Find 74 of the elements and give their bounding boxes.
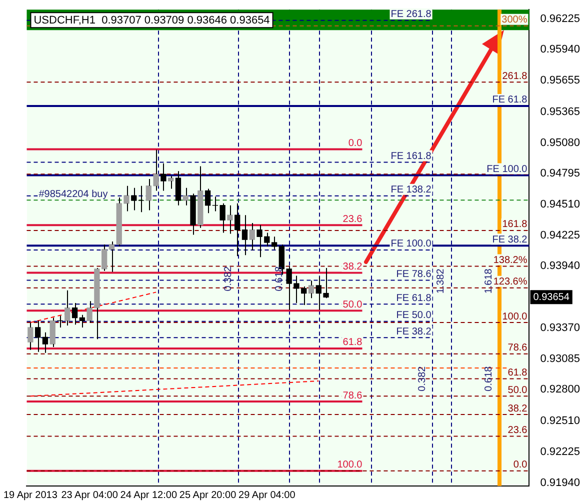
annotation: 161.8 <box>502 219 528 230</box>
annotation: 100.0 <box>502 311 528 322</box>
annotation: 0.618 <box>274 266 285 292</box>
y-tick-label: 0.94510 <box>540 198 580 211</box>
annotation: 123.6% <box>493 276 528 288</box>
candlestick <box>160 162 166 192</box>
ref-line-label: FE 38.2 <box>492 234 528 246</box>
annotation: 138.2% <box>493 254 528 266</box>
candlestick <box>72 302 78 326</box>
annotation: 100.0 <box>337 460 363 471</box>
candlestick <box>308 280 314 299</box>
y-tick-label: 0.95655 <box>540 74 580 87</box>
annotation: 1.618 <box>484 268 495 294</box>
annotation: 0.382 <box>417 366 428 392</box>
candlestick <box>108 241 115 272</box>
annotation: 0.382 <box>222 266 234 292</box>
x-tick-label: 25 Apr 20:00 <box>179 490 237 501</box>
y-tick-label: 0.96225 <box>540 12 580 25</box>
y-tick-label: 0.94225 <box>540 229 580 242</box>
y-tick-label: 0.95080 <box>540 136 580 149</box>
annotation: 61.8 <box>342 337 363 348</box>
x-tick-label: 19 Apr 2013 <box>3 490 58 501</box>
x-tick-label: 29 Apr 04:00 <box>238 490 296 501</box>
y-tick-label: 0.93940 <box>540 260 580 272</box>
annotation: 261.8 <box>502 70 528 82</box>
candlestick <box>79 314 85 328</box>
candlestick <box>42 332 48 354</box>
annotation: 78.6 <box>508 342 528 354</box>
candlestick <box>175 170 182 206</box>
annotation: 78.6 <box>342 390 363 402</box>
y-tick-label: 0.92225 <box>540 446 580 458</box>
ref-line-label: FE 38.2 <box>396 326 432 338</box>
candlestick <box>204 188 211 214</box>
y-tick-label: 0.93085 <box>540 352 580 365</box>
text: 0.93654 <box>533 292 570 303</box>
annotation: 50.0 <box>508 384 528 396</box>
ref-line-label: FE 161.8 <box>390 151 432 162</box>
candlestick <box>131 187 137 211</box>
ref-line-label: #98542204 buy <box>38 188 108 200</box>
annotation: 61.8 <box>508 368 528 379</box>
annotation: 1.382 <box>436 268 447 294</box>
y-tick-label: 0.95365 <box>540 106 580 118</box>
annotation: 0.618 <box>484 366 495 392</box>
y-tick-label: 0.93370 <box>540 322 580 334</box>
y-tick-label: 0.92800 <box>540 384 580 396</box>
ref-line-label: FE 100.0 <box>390 238 432 250</box>
x-tick-label: 23 Apr 04:00 <box>61 490 118 501</box>
annotation: 50.0 <box>342 299 363 310</box>
ref-line-label: FE 61.8 <box>396 292 432 304</box>
y-tick-label: 0.95940 <box>540 44 580 56</box>
annotation: 38.2 <box>342 261 363 272</box>
ref-line-label: FE 261.8 <box>390 9 432 20</box>
candlestick <box>242 214 248 256</box>
candlestick <box>34 320 41 352</box>
annotation: 0.0 <box>513 460 528 471</box>
ref-line-label: FE 100.0 <box>486 164 528 176</box>
candlestick <box>138 185 144 213</box>
x-tick-label: 24 Apr 12:00 <box>120 490 178 501</box>
annotation: 23.6 <box>342 214 363 225</box>
y-tick-label: 0.94795 <box>540 168 580 180</box>
y-tick-label: 0.92510 <box>540 415 580 428</box>
annotation: 23.6 <box>508 424 528 436</box>
ref-line-label: FE 138.2 <box>390 184 432 196</box>
y-tick-label: 0.91940 <box>540 476 580 489</box>
annotation: 300% <box>502 14 528 26</box>
candlestick <box>271 236 278 250</box>
candlestick <box>234 202 240 257</box>
ref-line-label: FE 61.8 <box>492 94 528 106</box>
text: USDCHF,H1 0.93707 0.93709 0.93646 0.93654 <box>34 14 270 27</box>
ref-line-label: FE 50.0 <box>396 310 432 322</box>
annotation: 0.0 <box>348 138 363 150</box>
candlestick <box>190 193 196 236</box>
annotation: 38.2 <box>508 403 528 414</box>
ref-line-label: FE 78.6 <box>396 269 432 280</box>
